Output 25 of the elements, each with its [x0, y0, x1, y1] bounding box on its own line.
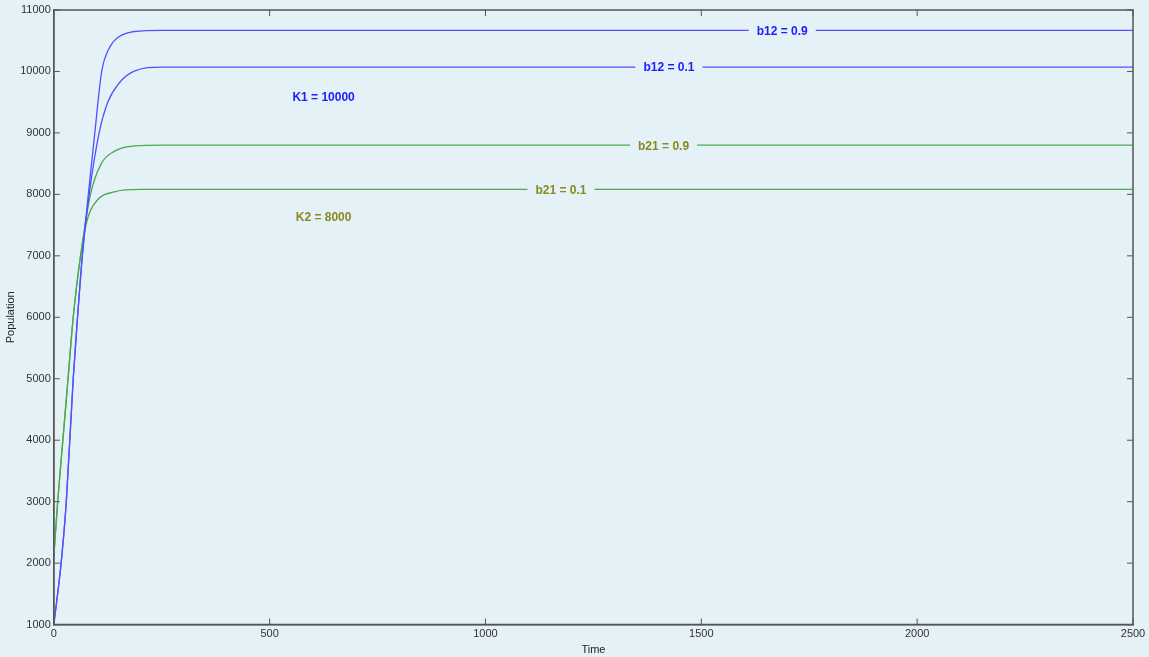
x-tick-label: 500 [260, 627, 279, 640]
y-tick-label: 8000 [26, 187, 51, 200]
y-tick-label: 2000 [26, 556, 51, 569]
y-axis-title: Population [3, 291, 16, 344]
y-tick-label: 10000 [20, 64, 51, 77]
series-label: b12 = 0.9 [756, 23, 809, 38]
x-tick-label: 0 [50, 627, 57, 640]
y-tick-label: 1000 [26, 617, 51, 630]
x-tick-label: 1500 [689, 627, 714, 640]
y-tick-label: 11000 [21, 3, 51, 16]
annotation: K2 = 8000 [295, 210, 352, 225]
y-tick-label: 6000 [26, 310, 51, 323]
x-tick-label: 1000 [473, 627, 498, 640]
annotation: K1 = 10000 [292, 90, 356, 105]
y-tick-label: 4000 [26, 433, 51, 446]
series-label: b21 = 0.9 [638, 138, 690, 153]
x-tick-label: 2500 [1120, 627, 1146, 640]
x-axis-title: Time [581, 643, 606, 656]
series-label: b21 = 0.1 [535, 182, 587, 197]
series-label: b12 = 0.1 [643, 60, 695, 75]
y-tick-label: 7000 [26, 248, 51, 261]
y-tick-label: 3000 [26, 494, 51, 507]
x-tick-label: 2000 [904, 627, 930, 640]
y-tick-label: 5000 [26, 371, 51, 384]
y-tick-label: 9000 [26, 125, 51, 138]
